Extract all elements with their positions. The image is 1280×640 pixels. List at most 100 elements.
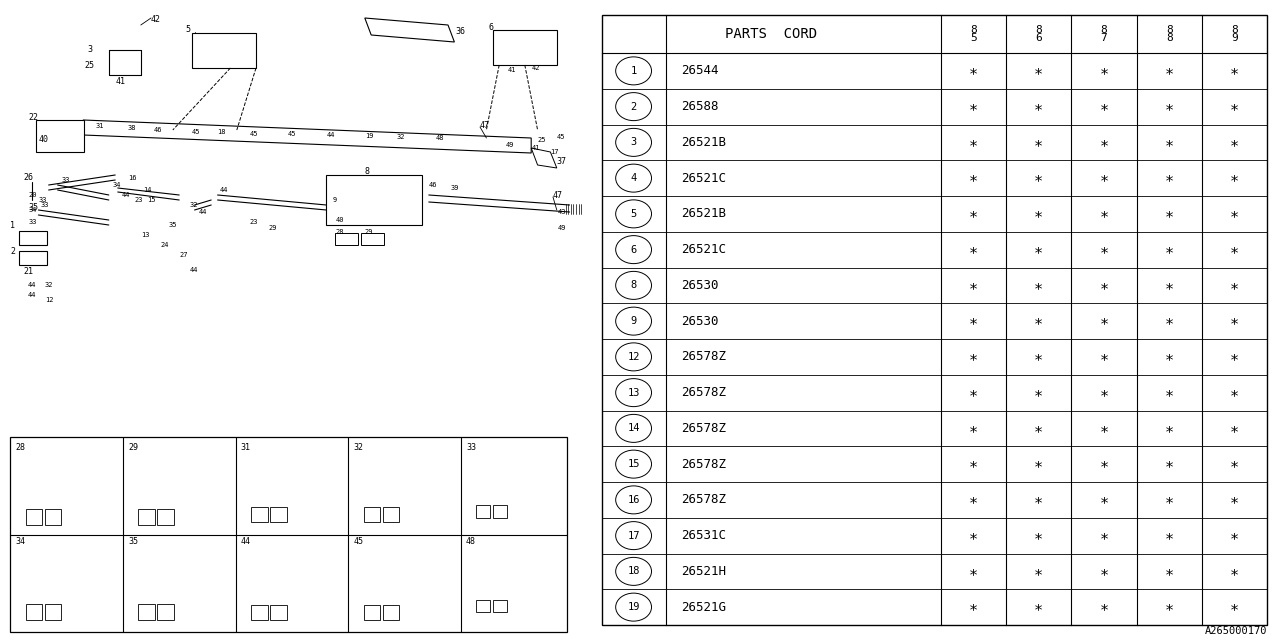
Text: 32: 32	[353, 444, 364, 452]
Text: 8
5: 8 5	[970, 24, 977, 44]
Text: ∗: ∗	[1034, 600, 1043, 614]
Text: 40: 40	[38, 136, 49, 145]
Text: ∗: ∗	[1165, 349, 1174, 364]
Text: ∗: ∗	[1100, 385, 1108, 400]
Text: 34: 34	[15, 538, 26, 547]
Bar	[19, 231, 47, 245]
Text: 21: 21	[23, 268, 33, 276]
Text: 49: 49	[558, 225, 567, 231]
Text: 35: 35	[169, 222, 178, 228]
Text: ∗: ∗	[969, 206, 978, 221]
Text: PARTS  CORD: PARTS CORD	[726, 27, 817, 41]
Text: ∗: ∗	[1100, 528, 1108, 543]
Text: ∗: ∗	[1100, 99, 1108, 114]
Text: 17: 17	[627, 531, 640, 541]
Text: ∗: ∗	[1100, 135, 1108, 150]
Text: ∗: ∗	[1034, 278, 1043, 293]
Text: 29: 29	[269, 225, 278, 231]
Text: 47: 47	[480, 120, 490, 129]
Text: 35: 35	[128, 538, 138, 547]
Text: 26578Z: 26578Z	[681, 422, 726, 435]
Text: 26521H: 26521H	[681, 565, 726, 578]
Bar	[36, 120, 84, 152]
Text: 9: 9	[333, 197, 337, 203]
Bar	[270, 605, 287, 620]
Text: ∗: ∗	[1034, 171, 1043, 186]
Text: 26531C: 26531C	[681, 529, 726, 542]
Text: ∗: ∗	[969, 171, 978, 186]
Text: 1: 1	[631, 66, 636, 76]
Text: 38: 38	[128, 125, 137, 131]
Text: ∗: ∗	[969, 528, 978, 543]
Text: 37: 37	[557, 157, 567, 166]
Text: ∗: ∗	[1230, 206, 1239, 221]
Text: 8
6: 8 6	[1036, 24, 1042, 44]
Text: 43: 43	[558, 209, 567, 215]
Text: ∗: ∗	[1100, 314, 1108, 328]
Text: 34: 34	[113, 182, 122, 188]
Text: 29: 29	[128, 444, 138, 452]
Text: 33: 33	[61, 177, 70, 183]
Text: ∗: ∗	[1165, 135, 1174, 150]
Text: 32: 32	[397, 134, 406, 140]
Text: ∗: ∗	[969, 564, 978, 579]
Text: ∗: ∗	[969, 99, 978, 114]
Bar	[26, 509, 42, 525]
Text: 44: 44	[198, 209, 207, 215]
Text: ∗: ∗	[1230, 99, 1239, 114]
Text: ∗: ∗	[1230, 528, 1239, 543]
Text: 45: 45	[192, 129, 201, 135]
Text: 44: 44	[28, 292, 37, 298]
Bar	[157, 509, 174, 525]
Text: ∗: ∗	[1100, 206, 1108, 221]
Text: 8
7: 8 7	[1101, 24, 1107, 44]
Text: 26530: 26530	[681, 315, 718, 328]
Text: 18: 18	[627, 566, 640, 577]
Bar	[157, 604, 174, 620]
Text: 3: 3	[87, 45, 92, 54]
Bar	[335, 233, 358, 245]
Text: 46: 46	[429, 182, 438, 188]
Text: ∗: ∗	[1230, 421, 1239, 436]
Text: 2: 2	[10, 248, 15, 257]
Text: ∗: ∗	[1034, 385, 1043, 400]
Text: 41: 41	[508, 67, 517, 73]
Bar	[251, 507, 268, 522]
Bar	[476, 505, 490, 518]
Text: ∗: ∗	[969, 600, 978, 614]
Bar	[476, 600, 490, 612]
Text: 28: 28	[15, 444, 26, 452]
Text: ∗: ∗	[1100, 456, 1108, 472]
Text: 6: 6	[489, 24, 494, 33]
Text: ∗: ∗	[1165, 492, 1174, 508]
Text: 42: 42	[151, 15, 161, 24]
Text: 32: 32	[189, 202, 198, 208]
Text: 5: 5	[186, 26, 191, 35]
Text: 26: 26	[23, 173, 33, 182]
Text: ∗: ∗	[969, 385, 978, 400]
Text: 3: 3	[631, 138, 636, 147]
Text: ∗: ∗	[1034, 421, 1043, 436]
Text: 18: 18	[218, 129, 227, 135]
Text: ∗: ∗	[1165, 314, 1174, 328]
Text: 44: 44	[122, 192, 131, 198]
Text: ∗: ∗	[1034, 564, 1043, 579]
Text: 16: 16	[627, 495, 640, 505]
Text: 26578Z: 26578Z	[681, 493, 726, 506]
Text: 46: 46	[154, 127, 163, 133]
Text: 49: 49	[506, 142, 515, 148]
Text: 5: 5	[631, 209, 636, 219]
Text: ∗: ∗	[1230, 135, 1239, 150]
Text: 32: 32	[45, 282, 54, 288]
Text: 6: 6	[631, 244, 636, 255]
Text: 29: 29	[365, 229, 374, 235]
Bar	[19, 251, 47, 265]
Text: ∗: ∗	[1034, 528, 1043, 543]
Text: 34: 34	[28, 207, 37, 213]
Text: 45: 45	[557, 134, 566, 140]
Text: ∗: ∗	[1230, 63, 1239, 78]
Text: 33: 33	[41, 202, 50, 208]
Text: ∗: ∗	[1034, 314, 1043, 328]
Text: 9: 9	[631, 316, 636, 326]
Bar	[364, 507, 380, 522]
